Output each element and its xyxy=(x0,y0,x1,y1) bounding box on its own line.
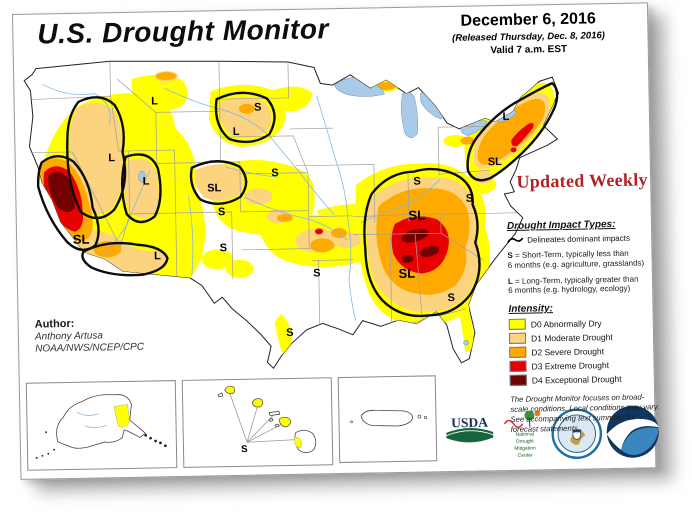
svg-text:Mitigation: Mitigation xyxy=(514,445,536,451)
aleutian-islands xyxy=(35,431,56,459)
hawaii-svg: S xyxy=(217,386,317,455)
delineates-label: Delineates dominant impacts xyxy=(527,233,631,245)
delineates-row: Delineates dominant impacts xyxy=(507,233,659,245)
map-impact-label-l: L xyxy=(108,152,115,164)
d4-label: D4 Exceptional Drought xyxy=(531,373,622,386)
ndmc-logo: National Drought Mitigation Center xyxy=(502,405,547,464)
drought-layer-d4 xyxy=(47,171,440,263)
noaa-logo xyxy=(604,403,661,460)
intensity-row-d3: D3 Extreme Drought xyxy=(509,358,661,372)
d4-swatch xyxy=(509,374,527,386)
rivers xyxy=(42,84,441,321)
map-impact-label-l: L xyxy=(502,111,509,123)
map-impact-label-s: S xyxy=(286,327,294,339)
map-impact-label-l: L xyxy=(154,250,161,262)
intensity-row-d2: D2 Severe Drought xyxy=(509,344,661,358)
map-impact-label-s: S xyxy=(271,167,279,179)
hawaii-callout-lines xyxy=(229,392,301,443)
map-impact-label-s: S xyxy=(466,193,474,205)
d0-label: D0 Abnormally Dry xyxy=(530,317,602,330)
d1-label: D1 Moderate Drought xyxy=(530,331,613,344)
d3-label: D3 Extreme Drought xyxy=(531,359,610,372)
map-impact-label-l: L xyxy=(151,95,158,107)
page-title: U.S. Drought Monitor xyxy=(37,13,330,50)
hawaii-inset-map: S xyxy=(181,377,334,468)
long-term-definition: L = Long-Term, typically greater than 6 … xyxy=(507,274,639,296)
poster-sheet: U.S. Drought Monitor December 6, 2016 (R… xyxy=(12,2,659,480)
short-term-definition: S = Short-Term, typically less than 6 mo… xyxy=(507,248,645,270)
d0-swatch xyxy=(508,318,526,330)
intensity-row-d1: D1 Moderate Drought xyxy=(508,330,661,344)
map-impact-label-s: S xyxy=(313,267,321,279)
impact-squiggle-icon xyxy=(507,237,524,243)
svg-text:USDA: USDA xyxy=(451,415,488,431)
ndmc-squiggle xyxy=(503,419,524,428)
map-impact-label-s: S xyxy=(254,101,262,113)
map-impact-label-sl: SL xyxy=(398,266,415,281)
great-lakes xyxy=(138,77,518,346)
d2-label: D2 Severe Drought xyxy=(531,345,605,358)
intensity-heading: Intensity: xyxy=(508,303,554,315)
d1-swatch xyxy=(508,332,527,344)
map-impact-label-sl: SL xyxy=(207,182,222,194)
noaa-gull xyxy=(606,418,659,450)
hawaii-impact-label: S xyxy=(241,444,248,455)
svg-text:Center: Center xyxy=(518,453,533,459)
commerce-seal xyxy=(550,406,603,461)
map-impact-label-s: S xyxy=(447,292,455,304)
legend-column: Updated Weekly Drought Impact Types: Del… xyxy=(506,169,663,435)
map-impact-label-l: L xyxy=(143,176,150,188)
usda-logo: USDA xyxy=(440,412,499,449)
updated-weekly-label: Updated Weekly xyxy=(516,169,649,192)
map-impact-label-s: S xyxy=(218,206,226,218)
intensity-row-d0: D0 Abnormally Dry xyxy=(508,316,661,330)
alaska-inset-map xyxy=(25,380,178,471)
map-impact-label-sl: SL xyxy=(73,232,90,247)
map-impact-label-s: S xyxy=(413,176,421,188)
puerto-rico-inset-map xyxy=(337,375,438,464)
d3-swatch xyxy=(509,360,527,372)
puerto-rico-svg xyxy=(350,409,427,427)
map-impact-label-l: L xyxy=(233,126,240,138)
intensity-row-d4: D4 Exceptional Drought xyxy=(509,372,662,386)
svg-text:National: National xyxy=(516,432,534,438)
alaska-panhandle xyxy=(144,433,167,448)
author-block: Author: Anthony Artusa NOAA/NWS/NCEP/CPC xyxy=(35,317,145,356)
map-date: December 6, 2016 xyxy=(460,10,596,30)
impact-boundaries xyxy=(36,81,559,318)
impact-types-heading: Drought Impact Types: xyxy=(506,218,616,232)
map-impact-label-sl: SL xyxy=(408,207,425,222)
alaska-svg xyxy=(35,394,167,459)
svg-text:Drought: Drought xyxy=(516,438,535,444)
disclaimer-text: The Drought Monitor focuses on broad-sca… xyxy=(510,392,660,434)
d2-swatch xyxy=(509,346,527,358)
author-agency: NOAA/NWS/NCEP/CPC xyxy=(35,341,145,355)
map-impact-label-sl: SL xyxy=(488,156,503,168)
conus-drought-map: L L L S L L SL S S S SL S S S S SL SL S L SL xyxy=(14,41,580,387)
map-impact-label-s: S xyxy=(220,242,228,254)
